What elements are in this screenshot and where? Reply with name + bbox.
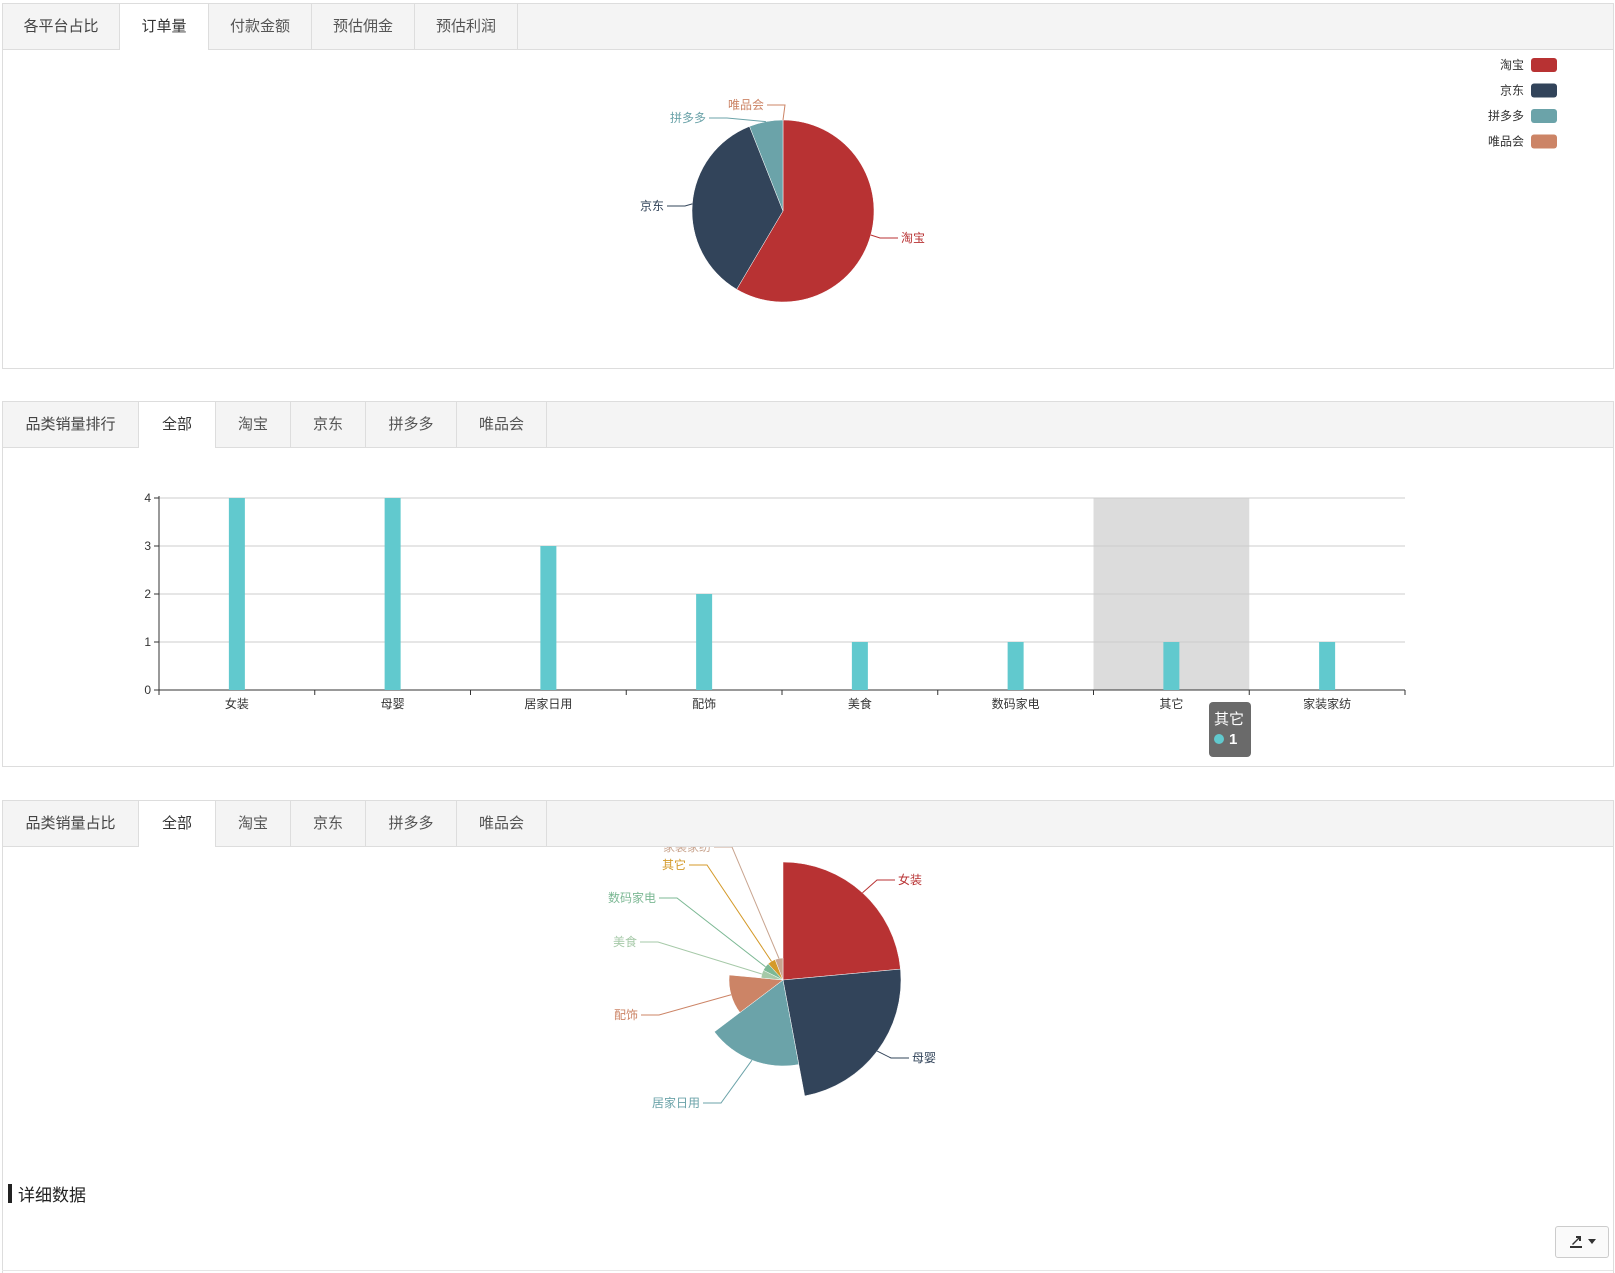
bar-3 [696,594,713,690]
detail-section-title: 详细数据 [8,1183,86,1205]
tab-share-vip[interactable]: 唯品会 [457,801,547,846]
rose-label-line-3 [641,994,732,1016]
rose-label-7: 家装家纺 [663,847,711,854]
rose-label-3: 配饰 [614,1008,638,1022]
legend-label-3: 唯品会 [1488,135,1524,149]
pie-slice-0 [736,119,875,303]
rose-label-1: 母婴 [912,1051,936,1065]
pie-label-line-2 [709,117,766,123]
tab-ranking-all[interactable]: 全部 [139,402,216,448]
rose-slice-3 [728,974,784,1013]
pie-label-line-3 [767,104,786,121]
tab-estimated-commission[interactable]: 预估佣金 [312,4,415,49]
title-bar-marker [8,1183,12,1203]
chevron-down-icon [1587,1239,1596,1244]
rose-label-5: 数码家电 [608,890,656,905]
tooltip-category: 其它 [1214,711,1245,728]
bar-5 [1007,642,1024,690]
ranking-tabbar: 品类销量排行 全部 淘宝 京东 拼多多 唯品会 [3,402,1613,448]
pie-label-line-1 [667,203,693,207]
detail-title-text: 详细数据 [18,1185,86,1205]
legend-swatch-2 [1531,109,1557,123]
bar-7 [1319,642,1336,690]
rose-label-line-1 [876,1050,909,1059]
pie-label-2: 拼多多 [670,111,706,125]
tooltip-value: 1 [1229,731,1238,748]
y-tick-label-2: 2 [144,587,151,601]
bar-tooltip: 其它 1 [1209,702,1251,757]
tab-platform-share[interactable]: 各平台占比 [3,4,120,49]
category-bar-chart: 0 1 2 3 4 女装 母婴 居家日用 配饰 美食 数码家电 其它 家装家纺 [144,491,1406,711]
rose-slice-7 [774,957,784,981]
rose-label-2: 居家日用 [652,1095,700,1110]
tab-share-pdd[interactable]: 拼多多 [366,801,457,846]
share-tabbar: 品类销量占比 全部 淘宝 京东 拼多多 唯品会 [3,801,1613,847]
rose-label-line-0 [862,879,895,894]
x-tick-label-2: 居家日用 [524,696,572,711]
category-share-panel: 品类销量占比 全部 淘宝 京东 拼多多 唯品会 女装母婴居家日用 配饰 美食 数码家电… [2,800,1614,1273]
bar-6 [1163,642,1180,690]
bar-1 [384,498,401,690]
x-tick-label-7: 家装家纺 [1303,696,1351,711]
detail-table-header-line [2,1270,1613,1271]
tab-ranking-jd[interactable]: 京东 [291,402,366,447]
legend-label-0: 淘宝 [1500,58,1524,72]
legend-swatch-3 [1531,134,1557,149]
pie-slice-2 [749,119,784,212]
platform-tabbar: 各平台占比 订单量 付款金额 预估佣金 预估利润 [3,4,1613,50]
bar-0 [228,498,245,690]
x-tick-label-0: 女装 [225,696,249,711]
y-tick-label-4: 4 [144,491,151,505]
legend-label-1: 京东 [1500,84,1524,98]
tab-share-taobao[interactable]: 淘宝 [216,801,291,846]
export-icon [1569,1236,1582,1248]
bar-4 [851,642,868,690]
tab-order-count[interactable]: 订单量 [120,4,209,50]
rose-label-0: 女装 [898,872,922,887]
x-tick-label-3: 配饰 [692,697,716,711]
rose-label-line-6 [689,864,772,962]
export-button[interactable] [1555,1226,1609,1258]
rose-label-line-5 [659,897,766,968]
tab-ranking-taobao[interactable]: 淘宝 [216,402,291,447]
rose-label-4: 美食 [613,934,637,949]
y-tick-label-3: 3 [144,539,151,553]
x-tick-label-5: 数码家电 [992,696,1040,711]
tab-share-all[interactable]: 全部 [139,801,216,847]
tab-ranking-pdd[interactable]: 拼多多 [366,402,457,447]
rose-label-line-7 [714,847,780,959]
y-tick-label-0: 0 [144,683,151,697]
tab-payment-amount[interactable]: 付款金额 [209,4,312,49]
y-tick-label-1: 1 [144,635,151,649]
tooltip-value-row: 1 [1214,731,1251,748]
x-tick-label-6: 其它 [1159,696,1183,711]
category-ranking-panel: 品类销量排行 全部 淘宝 京东 拼多多 唯品会 0 1 2 3 4 女装 母婴 居家日用 配饰 美… [2,401,1614,767]
x-tick-label-1: 母婴 [381,697,405,711]
bar-2 [540,546,557,690]
platform-share-panel: 各平台占比 订单量 付款金额 预估佣金 预估利润 淘宝 京东 拼多多 唯品会 淘宝 京东拼… [2,3,1614,369]
tab-category-ranking[interactable]: 品类销量排行 [3,402,139,447]
tab-category-share[interactable]: 品类销量占比 [3,801,139,846]
tooltip-dot [1214,734,1224,744]
rose-slice-1 [782,968,902,1097]
tab-ranking-vip[interactable]: 唯品会 [457,402,547,447]
rose-label-line-4 [640,941,762,975]
legend-label-2: 拼多多 [1488,109,1524,123]
pie-label-line-0 [870,234,898,239]
legend-swatch-0 [1531,58,1557,72]
legend-swatch-1 [1531,83,1557,98]
tab-estimated-profit[interactable]: 预估利润 [415,4,518,49]
tab-share-jd[interactable]: 京东 [291,801,366,846]
pie-label-1: 京东 [640,199,664,213]
pie-label-0: 淘宝 [901,231,925,245]
rose-slice-2 [714,979,800,1067]
x-tick-label-4: 美食 [848,696,872,711]
pie-label-3: 唯品会 [728,98,764,112]
rose-label-line-2 [703,1059,753,1104]
rose-label-6: 其它 [662,857,686,872]
